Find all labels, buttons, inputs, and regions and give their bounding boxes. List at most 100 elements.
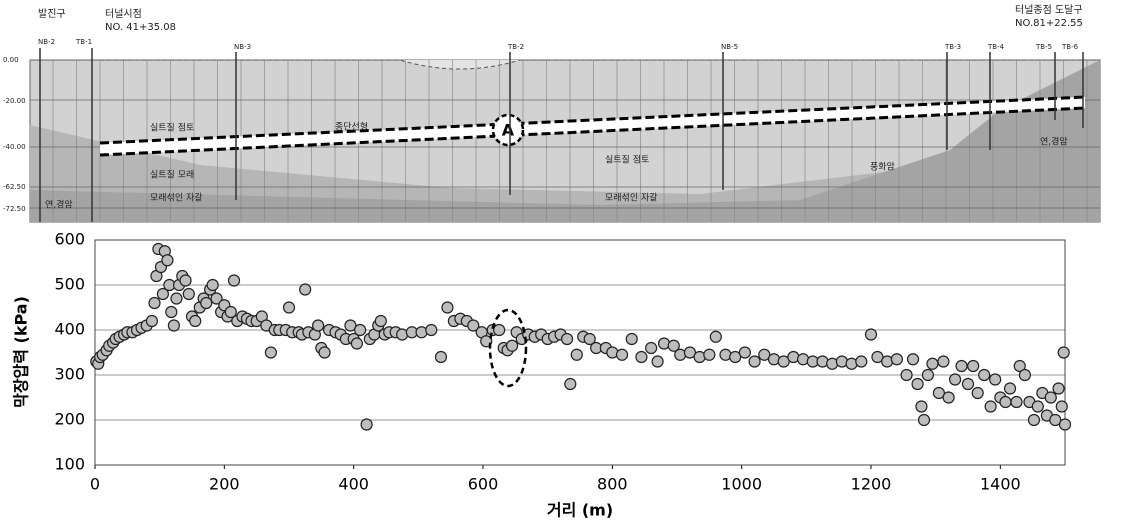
- data-point: [921, 368, 935, 382]
- tunnel-band: [100, 97, 1085, 155]
- borehole: NB-5: [721, 43, 738, 51]
- x-tick-label: 400: [338, 475, 369, 494]
- data-point: [344, 319, 357, 332]
- data-point: [1031, 400, 1044, 413]
- data-point: [911, 377, 924, 391]
- data-point: [434, 350, 448, 364]
- data-point: [189, 314, 202, 328]
- data-point: [1049, 413, 1062, 427]
- end-station: NO.81+22.55: [1015, 18, 1083, 29]
- data-point: [145, 314, 159, 328]
- borehole: TB-3: [944, 43, 961, 51]
- layer-label: 연,경암: [45, 199, 73, 211]
- data-point: [989, 373, 1002, 386]
- data-point: [1027, 413, 1041, 427]
- data-point: [651, 355, 664, 368]
- data-point: [312, 319, 325, 332]
- y-tick-label: 100: [54, 455, 85, 474]
- elevation: -72.50: [3, 205, 26, 213]
- data-point: [583, 332, 596, 346]
- elevation: -62.50: [3, 183, 26, 191]
- data-point: [703, 348, 716, 361]
- data-point: [971, 386, 984, 400]
- x-tick-label: 800: [597, 475, 628, 494]
- borehole: TB-5: [1035, 43, 1052, 51]
- data-point: [505, 339, 519, 352]
- borehole: TB-6: [1061, 43, 1079, 51]
- data-point: [1044, 391, 1057, 404]
- data-point: [890, 353, 903, 366]
- start-portal: 발진구: [38, 8, 66, 20]
- marker-circle: [491, 113, 525, 147]
- x-axis-label: 거리 (m): [547, 501, 613, 520]
- y-axis-label: 막장압력 (kPa): [12, 296, 31, 408]
- scatter-chart: 100 200 300 400 500 600 0 200 400 600 800 1000 1200 1…: [54, 230, 1072, 494]
- data-point: [709, 330, 722, 343]
- data-point: [906, 353, 920, 366]
- data-point: [1058, 418, 1072, 431]
- data-point: [165, 305, 178, 319]
- tunnel-crown: [99, 95, 1086, 145]
- data-point: [645, 341, 658, 355]
- data-point: [1052, 382, 1065, 395]
- data-point: [493, 323, 506, 337]
- borehole: TB-2: [507, 43, 524, 51]
- data-point: [1010, 395, 1023, 409]
- data-point: [560, 332, 574, 346]
- x-tick-label: 1400: [980, 475, 1021, 494]
- data-point: [855, 355, 868, 368]
- borehole: TB-1: [75, 38, 92, 46]
- data-point: [758, 348, 771, 361]
- data-point: [729, 350, 742, 364]
- data-point: [299, 283, 312, 296]
- data-point: [227, 274, 241, 287]
- data-point: [948, 373, 962, 386]
- marker-label: A: [502, 121, 515, 140]
- data-point: [871, 350, 884, 364]
- lower-layer: [30, 70, 1100, 222]
- data-point: [955, 359, 968, 373]
- data-point: [683, 346, 697, 359]
- data-point: [360, 418, 373, 431]
- tunnel-invert: [99, 106, 1086, 157]
- data-point: [667, 339, 680, 352]
- data-point: [350, 337, 363, 350]
- data-point: [738, 346, 752, 359]
- data-point: [999, 395, 1012, 409]
- data-point: [564, 377, 577, 391]
- data-point: [1055, 400, 1068, 413]
- start-label: 터널시점: [105, 8, 142, 20]
- data-point: [978, 368, 991, 382]
- x-tick-label: 1000: [721, 475, 762, 494]
- x-tick-label: 200: [209, 475, 240, 494]
- borehole: NB-3: [234, 43, 251, 51]
- geologic-section: A 발진구 터널시점 NO. 41+35.08 터널종점 도달구 NO.81+2…: [3, 4, 1101, 223]
- data-point: [864, 328, 878, 341]
- elevation: 0.00: [3, 56, 19, 64]
- ground-line: [100, 59, 1100, 70]
- data-point: [777, 355, 790, 368]
- data-point: [625, 332, 638, 346]
- data-point: [200, 296, 213, 310]
- data-point: [915, 400, 928, 413]
- data-point: [224, 305, 237, 319]
- data-point: [1013, 359, 1026, 373]
- layer-label: 모래섞인 자갈: [605, 193, 658, 204]
- x-tick-label: 600: [468, 475, 499, 494]
- data-point: [206, 278, 219, 292]
- data-point: [932, 386, 946, 400]
- data-point: [170, 292, 183, 305]
- data-point: [264, 346, 277, 359]
- y-tick-label: 600: [54, 230, 85, 249]
- elevation: -20.00: [3, 97, 26, 105]
- x-tick-label: 1200: [851, 475, 892, 494]
- layer-label: 실트질 모래: [150, 169, 194, 181]
- layer-label: 연,경암: [1040, 136, 1068, 148]
- data-point: [748, 355, 761, 368]
- data-point: [425, 323, 438, 337]
- layer-label: 모래섞인 자갈: [150, 193, 203, 204]
- data-point: [161, 254, 174, 267]
- data-point: [937, 355, 950, 368]
- data-point: [984, 400, 997, 413]
